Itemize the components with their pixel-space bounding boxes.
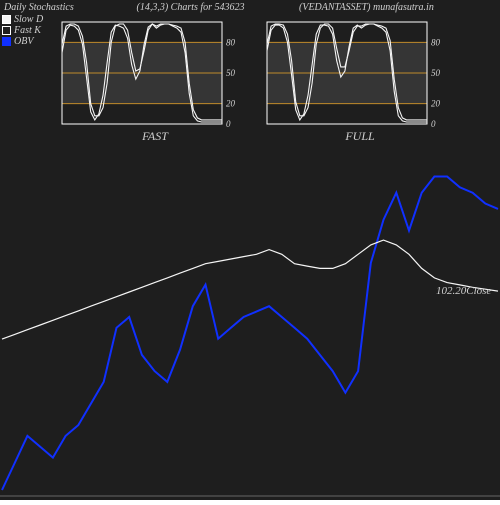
legend-swatch-obv xyxy=(2,37,11,46)
legend-item-fast-k: Fast K xyxy=(2,25,43,36)
legend-item-slow-d: Slow D xyxy=(2,14,43,25)
stochastic-full-svg: 20 50 80 0 xyxy=(265,18,455,128)
chart-header: Daily Stochastics (14,3,3) Charts for 54… xyxy=(4,2,496,13)
svg-text:0: 0 xyxy=(226,119,231,128)
stochastic-fast-svg: 20 50 80 0 xyxy=(60,18,250,128)
svg-text:50: 50 xyxy=(431,68,441,78)
svg-text:0: 0 xyxy=(431,119,436,128)
svg-text:20: 20 xyxy=(431,99,441,109)
svg-text:20: 20 xyxy=(226,99,236,109)
legend: Slow D Fast K OBV xyxy=(2,14,43,47)
price-obv-svg xyxy=(0,150,500,500)
legend-item-obv: OBV xyxy=(2,36,43,47)
close-price-label: 102.20Close xyxy=(436,285,491,297)
svg-text:50: 50 xyxy=(226,68,236,78)
header-title-3: (VEDANTASSET) munafasutra.in xyxy=(299,2,434,13)
stochastic-full-label: FULL xyxy=(265,129,455,144)
legend-label-slow-d: Slow D xyxy=(14,14,43,25)
stochastic-full-chart: 2050800 FULL xyxy=(265,18,455,128)
stochastic-fast-label: FAST xyxy=(60,129,250,144)
page-root: Daily Stochastics (14,3,3) Charts for 54… xyxy=(0,0,500,500)
legend-swatch-fast-k xyxy=(2,26,11,35)
price-obv-chart: 102.20Close xyxy=(0,150,500,500)
header-title-1: Daily Stochastics xyxy=(4,2,134,13)
stochastic-fast-chart: 2050800 FAST xyxy=(60,18,250,128)
header-title-2: (14,3,3) Charts for 543623 xyxy=(137,2,297,13)
legend-label-fast-k: Fast K xyxy=(14,25,41,36)
legend-swatch-slow-d xyxy=(2,15,11,24)
svg-text:80: 80 xyxy=(431,37,441,47)
legend-label-obv: OBV xyxy=(14,36,33,47)
svg-text:80: 80 xyxy=(226,37,236,47)
